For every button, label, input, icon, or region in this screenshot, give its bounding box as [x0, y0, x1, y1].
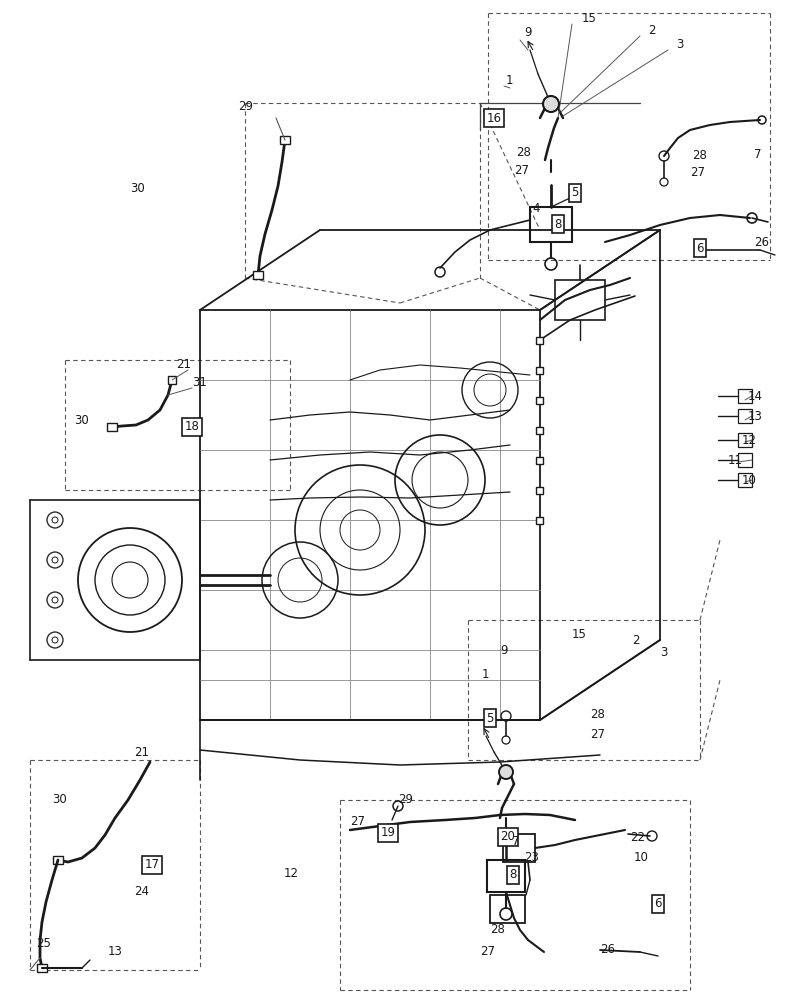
Text: 12: 12 — [741, 434, 756, 446]
Bar — [536, 456, 543, 464]
Text: 28: 28 — [515, 146, 530, 159]
Circle shape — [543, 96, 558, 112]
Bar — [280, 136, 290, 144]
Text: 25: 25 — [36, 937, 51, 950]
Bar — [737, 409, 751, 423]
Circle shape — [499, 765, 513, 779]
Bar — [554, 280, 604, 320]
Text: 29: 29 — [397, 793, 413, 806]
Bar — [53, 856, 63, 864]
Bar — [168, 376, 176, 384]
Bar — [536, 426, 543, 434]
Bar — [530, 207, 571, 242]
Text: 7: 7 — [753, 148, 761, 161]
Text: 9: 9 — [523, 26, 531, 39]
Text: 7: 7 — [512, 835, 519, 848]
Text: 30: 30 — [52, 793, 67, 806]
Text: 21: 21 — [134, 746, 148, 758]
Text: 27: 27 — [689, 166, 704, 179]
Text: 14: 14 — [747, 389, 762, 402]
Text: 1: 1 — [482, 668, 489, 680]
Text: 10: 10 — [741, 474, 756, 487]
Text: 16: 16 — [486, 112, 501, 125]
Bar — [737, 433, 751, 447]
Bar — [536, 366, 543, 373]
Text: 18: 18 — [184, 420, 200, 434]
Text: 30: 30 — [74, 414, 88, 426]
Text: 6: 6 — [654, 897, 661, 910]
Bar — [737, 389, 751, 403]
Text: 13: 13 — [108, 945, 122, 958]
Text: 31: 31 — [191, 375, 207, 388]
Text: 30: 30 — [130, 182, 144, 195]
Text: 13: 13 — [747, 410, 762, 422]
Text: 15: 15 — [581, 12, 596, 25]
Bar — [536, 516, 543, 524]
Text: 23: 23 — [523, 851, 539, 864]
Text: 28: 28 — [691, 149, 706, 162]
Text: 5: 5 — [486, 712, 493, 724]
Text: 2: 2 — [631, 634, 639, 647]
Text: 3: 3 — [659, 646, 667, 658]
Text: 27: 27 — [513, 164, 528, 177]
Bar — [487, 860, 525, 892]
Bar — [536, 396, 543, 403]
Text: 5: 5 — [571, 186, 578, 200]
Text: 9: 9 — [500, 644, 507, 656]
Text: 8: 8 — [554, 218, 561, 231]
Bar — [737, 473, 751, 487]
Text: 24: 24 — [134, 885, 148, 898]
Text: 26: 26 — [753, 235, 768, 248]
Text: 27: 27 — [590, 728, 604, 740]
Text: 28: 28 — [590, 708, 604, 720]
Bar — [489, 895, 525, 923]
Text: 26: 26 — [599, 943, 614, 956]
Text: 8: 8 — [508, 868, 516, 881]
Text: 12: 12 — [284, 867, 298, 880]
Bar — [107, 423, 117, 431]
Bar — [253, 271, 263, 279]
Text: 17: 17 — [144, 858, 159, 871]
Text: 1: 1 — [505, 74, 513, 87]
Text: 28: 28 — [489, 923, 504, 936]
Text: 6: 6 — [695, 241, 703, 254]
Text: 3: 3 — [676, 38, 683, 51]
Text: 2: 2 — [647, 24, 654, 37]
Text: 27: 27 — [350, 815, 365, 828]
Text: 4: 4 — [531, 202, 539, 215]
Text: 20: 20 — [500, 830, 515, 843]
Text: 11: 11 — [727, 454, 742, 466]
Text: 10: 10 — [633, 851, 648, 864]
Bar — [536, 487, 543, 493]
Text: 29: 29 — [238, 100, 253, 113]
Bar — [37, 964, 47, 972]
Text: 22: 22 — [629, 831, 644, 844]
Bar — [502, 834, 534, 862]
Text: 15: 15 — [571, 628, 586, 641]
Bar — [536, 336, 543, 344]
Text: 27: 27 — [479, 945, 495, 958]
Text: 19: 19 — [380, 826, 395, 839]
Bar — [737, 453, 751, 467]
Text: 21: 21 — [176, 358, 191, 370]
